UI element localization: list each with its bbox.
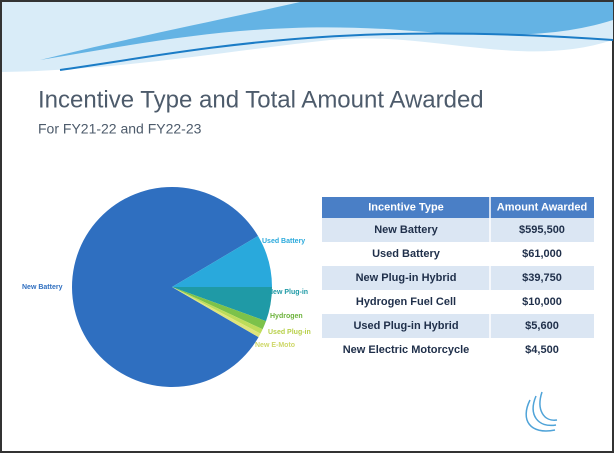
table-cell: $39,750 <box>522 272 562 284</box>
pie-label: New Battery <box>22 284 63 291</box>
header-wave <box>40 2 613 60</box>
table-cell: Hydrogen Fuel Cell <box>356 296 456 308</box>
table-cell: New Plug-in Hybrid <box>356 272 457 284</box>
pie-slice <box>172 287 266 330</box>
table-cell: $5,600 <box>525 320 559 332</box>
title: Incentive Type and Total Amount Awarded <box>38 86 484 113</box>
header-cell: Amount Awarded <box>497 201 587 213</box>
table-header <box>322 197 594 218</box>
subtitle: For FY21-22 and FY22-23 <box>38 121 202 137</box>
table-row <box>322 266 594 290</box>
table-cell: $61,000 <box>522 248 562 260</box>
table-row <box>322 242 594 266</box>
header-cell: Incentive Type <box>368 201 444 213</box>
table: Incentive Type Amount Awarded New Battery $… <box>322 197 594 362</box>
pie-label: Hydrogen <box>270 313 303 320</box>
pie-slice <box>72 186 259 387</box>
header-line <box>59 32 614 71</box>
table-row <box>322 290 594 314</box>
logo <box>525 391 558 432</box>
pie-label: Used Battery <box>262 238 305 245</box>
table-cell: $595,500 <box>519 224 565 236</box>
pie-slice <box>172 287 272 322</box>
table-cell: Used Battery <box>372 248 441 260</box>
pie-label: Used Plug-in <box>268 329 311 336</box>
pie-chart: New Battery Used Battery New Plug-in Hydrog… <box>22 186 311 387</box>
pie-slice <box>172 287 261 338</box>
pie-label: New Plug-in <box>268 289 308 296</box>
table-row <box>322 338 594 362</box>
pie-slice <box>172 287 263 334</box>
table-cell: Used Plug-in Hybrid <box>353 320 458 332</box>
pie-label: New E-Moto <box>255 342 295 349</box>
table-cell: New Electric Motorcycle <box>343 344 470 356</box>
table-cell: $4,500 <box>525 344 559 356</box>
table-row <box>322 218 594 242</box>
table-row <box>322 314 594 338</box>
table-cell: New Battery <box>374 224 438 236</box>
table-cell: $10,000 <box>522 296 562 308</box>
pie-slice <box>172 236 272 287</box>
